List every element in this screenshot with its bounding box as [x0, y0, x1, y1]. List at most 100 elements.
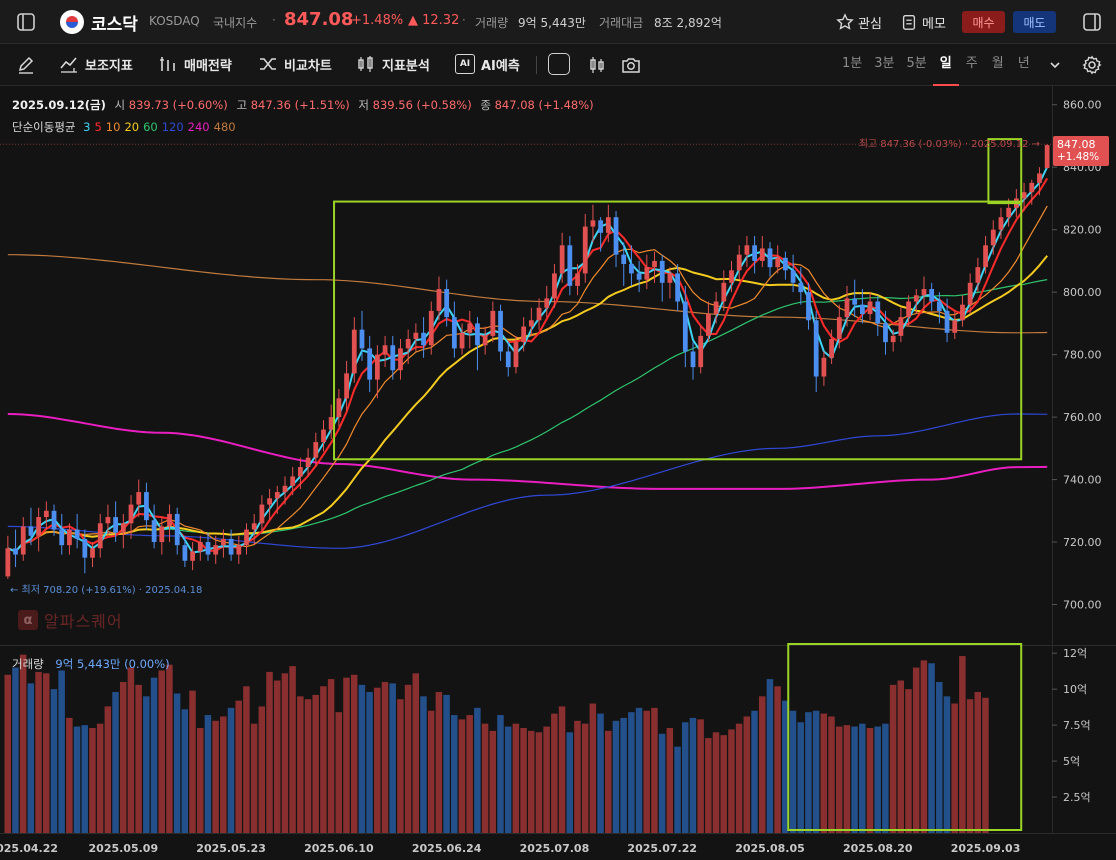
memo-button[interactable]: 메모	[900, 11, 946, 33]
candle-body-104	[806, 292, 811, 321]
date-tick-label-2: 2025.05.23	[196, 842, 266, 855]
highlight-box-0	[333, 200, 1023, 461]
candle-body-50	[390, 345, 396, 371]
volume-bar-120	[928, 663, 935, 833]
strategy-button[interactable]: 매매전략	[158, 54, 232, 74]
candle-body-37	[290, 476, 296, 486]
price-tick-label-780: 780.00	[1063, 349, 1102, 362]
legend-close-label: 종	[480, 98, 491, 112]
candle-body-46	[359, 329, 365, 349]
volume-tick-label-3: 10억	[1063, 683, 1087, 696]
volume-bar-53	[412, 673, 420, 833]
volume-bar-38	[297, 696, 304, 833]
buy-button[interactable]: 매수	[962, 11, 1005, 33]
volume-bar-48	[374, 687, 381, 833]
candle-body-2	[20, 526, 26, 555]
watch-label: 관심	[858, 16, 882, 32]
drawing-tool-button[interactable]	[14, 53, 38, 77]
ai-predict-button[interactable]: AI AI예측	[455, 54, 520, 74]
volume-bar-89	[689, 717, 697, 833]
volume-bar-79	[612, 720, 620, 833]
candle-body-23	[182, 545, 188, 561]
candle-body-96	[744, 245, 750, 255]
candle-body-1	[13, 548, 18, 555]
candle-body-86	[667, 273, 673, 283]
candle-body-15	[120, 523, 126, 533]
candle-body-106	[821, 357, 827, 377]
volume-bar-23	[181, 709, 189, 833]
volume-bar-25	[196, 727, 204, 833]
period-tab-6[interactable]: 년	[1017, 56, 1030, 71]
period-more-button[interactable]	[1046, 55, 1064, 75]
watch-button[interactable]: 관심	[836, 11, 882, 33]
period-tab-5[interactable]: 월	[991, 56, 1004, 71]
legend-open-label: 시	[114, 98, 126, 112]
chart-area[interactable]: 700.00 720.00 740.00 760.00 780.00 800.00 820.…	[0, 86, 1116, 860]
candle-body-17	[136, 492, 142, 505]
volume-bar-69	[535, 732, 543, 833]
volume-bar-74	[574, 720, 581, 833]
period-tab-4[interactable]: 주	[965, 56, 978, 71]
volume-bar-16	[127, 667, 135, 833]
legend-low-label: 저	[358, 98, 369, 112]
compare-button[interactable]: 비교차트	[258, 54, 332, 74]
candle-body-97	[752, 245, 757, 261]
volume-bar-84	[651, 707, 658, 833]
strategy-icon	[160, 57, 175, 71]
volume-bar-109	[843, 725, 851, 833]
candle-body-101	[783, 257, 788, 271]
volume-bar-47	[366, 692, 373, 833]
volume-bar-51	[397, 699, 404, 833]
ma-legend[interactable]: 단순이동평균 3 5 10 20 60 120 240 480	[12, 119, 236, 135]
candle-body-14	[113, 517, 119, 533]
high-annotation: 최고 847.36 (-0.03%) · 2025.09.12 →	[859, 138, 1040, 150]
moving-averages	[7, 166, 1049, 554]
settings-button[interactable]	[1080, 53, 1104, 77]
volume-bar-121	[936, 681, 943, 833]
candle-body-33	[259, 504, 265, 524]
right-panel-toggle-button[interactable]	[1080, 10, 1104, 34]
volume-bar-61	[474, 707, 481, 833]
volume-bar-71	[551, 713, 558, 833]
sell-button[interactable]: 매도	[1013, 11, 1056, 33]
period-tab-0[interactable]: 1분	[842, 56, 863, 71]
ma-legend-item-5: 5	[94, 120, 102, 134]
compare-label: 비교차트	[284, 58, 332, 74]
volume-bar-98	[758, 696, 766, 833]
ma-line-480	[7, 254, 1048, 334]
ma-legend-item-240: 240	[187, 120, 210, 134]
analysis-label: 지표분석	[382, 58, 430, 74]
chart-type-button[interactable]	[548, 53, 570, 75]
price-tag-change: +1.48%	[1057, 151, 1100, 163]
period-tab-3[interactable]: 일	[932, 44, 959, 86]
legend-date: 2025.09.12(금)	[12, 98, 106, 112]
candle-body-54	[421, 332, 426, 346]
candle-body-73	[567, 245, 573, 286]
period-tab-2[interactable]: 5분	[906, 56, 927, 71]
volume-label: 거래량	[475, 16, 509, 30]
candle-body-64	[498, 310, 503, 352]
sidebar-toggle-button[interactable]	[14, 10, 38, 34]
volume-bar-40	[312, 694, 319, 833]
volume-bar-118	[912, 667, 920, 833]
shuffle-icon	[260, 58, 276, 70]
analysis-button[interactable]: 지표분석	[356, 54, 430, 74]
volume-bar-83	[643, 710, 650, 833]
candle-body-63	[490, 310, 496, 336]
indicator-button[interactable]: 보조지표	[59, 54, 133, 74]
screenshot-button[interactable]	[619, 53, 643, 77]
highlight-box-1	[987, 138, 1023, 205]
candle-body-129	[998, 217, 1004, 230]
period-tab-1[interactable]: 3분	[874, 56, 895, 71]
candle-body-31	[244, 529, 249, 546]
volume-bar-92	[712, 732, 720, 833]
candle-type-button[interactable]	[585, 53, 609, 77]
ma-line-10	[7, 205, 1048, 552]
chart-svg[interactable]: 700.00 720.00 740.00 760.00 780.00 800.00 820.…	[0, 86, 1116, 860]
volume-bar-27	[212, 720, 219, 833]
candle-body-90	[698, 335, 704, 368]
panel-left-icon	[17, 13, 35, 31]
volume-bar-104	[805, 712, 812, 833]
candle-body-24	[190, 551, 196, 561]
candle-body-74	[575, 273, 580, 286]
